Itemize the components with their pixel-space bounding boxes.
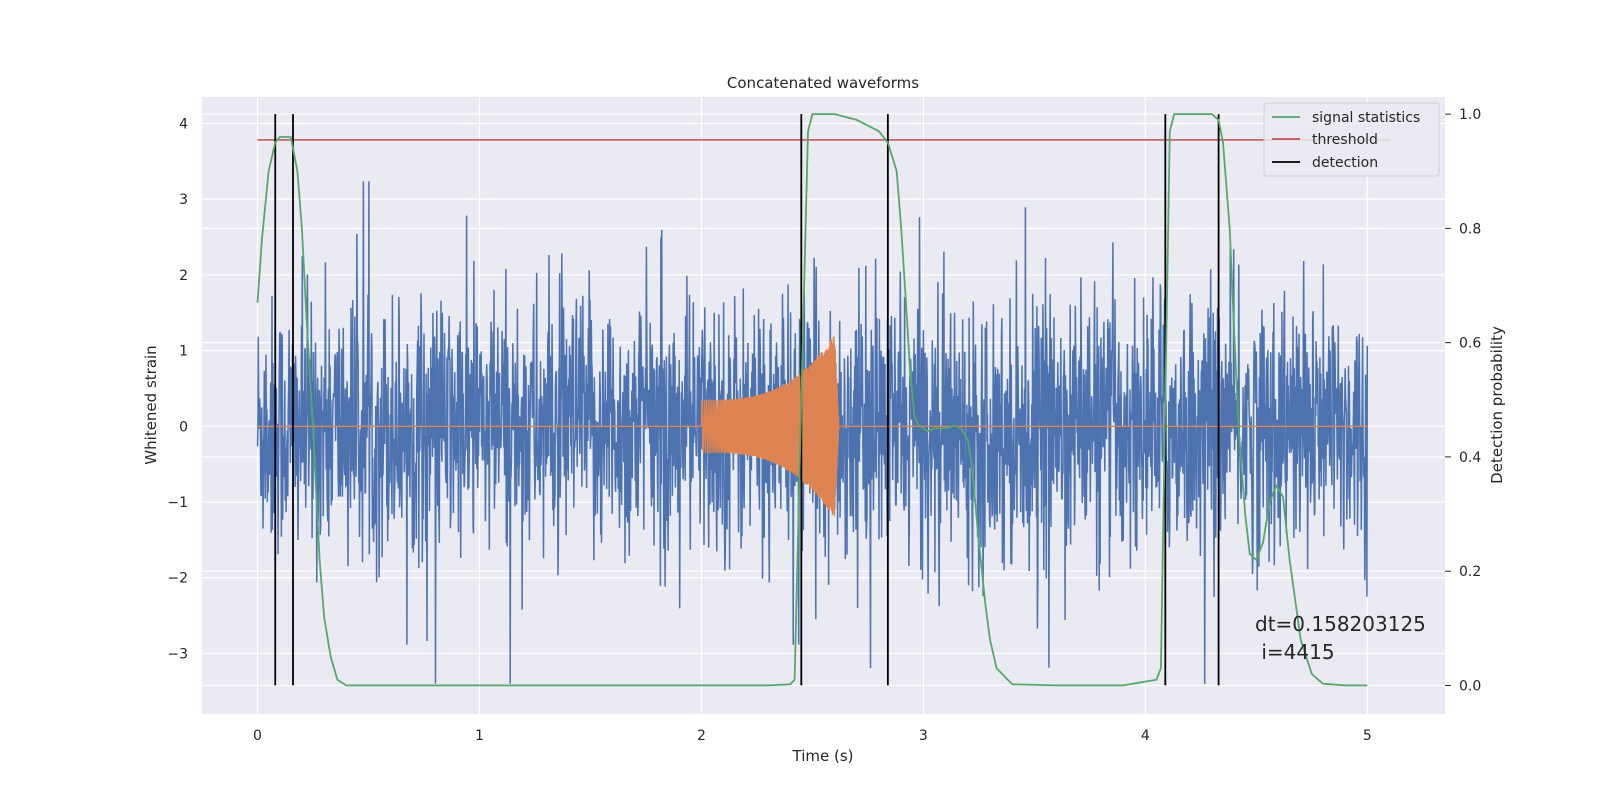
y-tick-label: 3 [179,192,188,208]
y-right-tick-label: 0.2 [1459,564,1481,580]
signal-statistics-line [256,113,1368,687]
x-tick-label: 2 [697,728,706,744]
x-tick-label: 1 [475,728,484,744]
y-tick-label: −2 [167,571,188,587]
x-tick-label: 3 [919,728,928,744]
y-right-tick-label: 0.0 [1459,678,1481,694]
x-tick-label: 4 [1141,728,1150,744]
y-right-tick-label: 0.6 [1459,336,1481,352]
y-axis-label: Whitened strain [142,345,160,464]
ticks: 0 1 2 3 4 5 −3 −2 −1 0 1 2 3 4 0.0 0.2 0.4 0.6 0.8 1.0 [167,107,1481,744]
legend-box [1263,102,1440,177]
annotation-index: i=4415 [1255,640,1335,664]
legend-label-threshold: threshold [1312,132,1378,148]
y-tick-label: 4 [179,116,188,132]
y-right-tick-label: 1.0 [1459,107,1481,123]
legend-label-signal-statistics: signal statistics [1312,110,1420,126]
y-right-tick-label: 0.4 [1459,450,1481,466]
y-tick-label: 0 [179,419,188,435]
chirp-trace [257,336,1368,517]
y-tick-label: −3 [167,646,188,662]
x-tick-label: 0 [253,728,262,744]
probability-layer [256,113,1390,687]
y-axis-right-label: Detection probability [1488,326,1506,484]
y-tick-label: −1 [167,495,188,511]
annotation-dt: dt=0.158203125 [1255,612,1426,636]
y-right-tick-label: 0.8 [1459,221,1481,237]
legend-label-detection: detection [1312,155,1378,171]
x-axis-label: Time (s) [792,747,854,765]
y-tick-label: 2 [179,268,188,284]
chart-title: Concatenated waveforms [727,74,919,92]
y-tick-label: 1 [179,344,188,360]
strain-layer [256,181,1369,684]
x-tick-label: 5 [1363,728,1372,744]
legend: signal statistics threshold detection [1263,102,1440,177]
